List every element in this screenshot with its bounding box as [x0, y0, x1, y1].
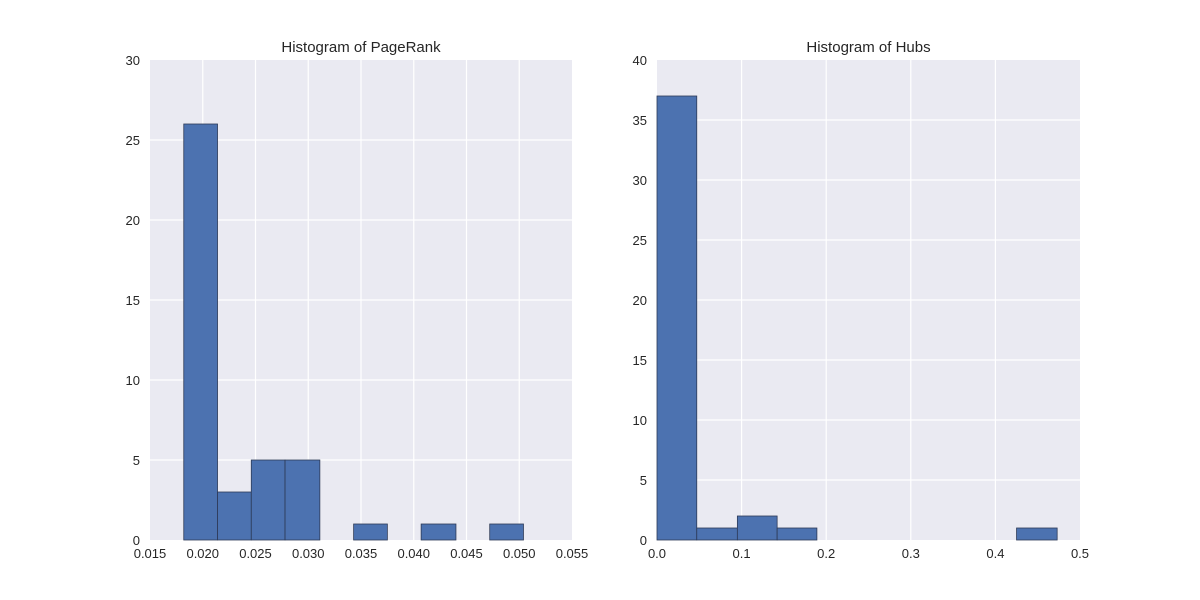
y-tick-label: 15 [126, 293, 140, 308]
y-tick-label: 20 [633, 293, 647, 308]
y-tick-label: 10 [126, 373, 140, 388]
chart-title: Histogram of Hubs [806, 39, 930, 56]
chart-title: Histogram of PageRank [281, 39, 441, 56]
hubs-histogram: 0.0 0.1 0.2 0.3 0.4 0.5 0 5 10 15 20 25 30 35 40 Histo… [633, 39, 1090, 561]
x-tick-label: 0.030 [292, 546, 325, 561]
histogram-bar [421, 524, 456, 540]
y-tick-label: 30 [633, 173, 647, 188]
y-tick-label: 20 [126, 213, 140, 228]
x-tick-label: 0.5 [1071, 546, 1089, 561]
histogram-bar [657, 96, 697, 540]
x-tick-label: 0.055 [556, 546, 589, 561]
histogram-bar [490, 524, 524, 540]
y-tick-label: 15 [633, 353, 647, 368]
x-tick-label: 0.2 [817, 546, 835, 561]
x-tick-label: 0.025 [239, 546, 272, 561]
y-tick-label: 5 [640, 473, 647, 488]
y-tick-label: 40 [633, 53, 647, 68]
x-tick-label: 0.015 [134, 546, 167, 561]
y-tick-label: 5 [133, 453, 140, 468]
pagerank-histogram: 0.015 0.020 0.025 0.030 0.035 0.040 0.045 0.050… [126, 39, 589, 561]
y-tick-label: 0 [640, 533, 647, 548]
histogram-bar [218, 492, 252, 540]
y-tick-label: 10 [633, 413, 647, 428]
x-tick-label: 0.040 [397, 546, 430, 561]
y-tick-label: 0 [133, 533, 140, 548]
histogram-bar [777, 528, 817, 540]
x-tick-label: 0.0 [648, 546, 666, 561]
histogram-bar [737, 516, 777, 540]
histogram-bar [354, 524, 388, 540]
y-tick-label: 35 [633, 113, 647, 128]
histogram-bar [1017, 528, 1058, 540]
x-tick-label: 0.3 [902, 546, 920, 561]
x-tick-label: 0.035 [345, 546, 378, 561]
histogram-bar [285, 460, 320, 540]
x-tick-label: 0.4 [986, 546, 1004, 561]
y-tick-label: 30 [126, 53, 140, 68]
histogram-bar [184, 124, 218, 540]
histogram-bar [251, 460, 285, 540]
histogram-bar [697, 528, 738, 540]
y-tick-label: 25 [633, 233, 647, 248]
x-tick-label: 0.1 [733, 546, 751, 561]
x-tick-label: 0.050 [503, 546, 536, 561]
y-tick-label: 25 [126, 133, 140, 148]
x-tick-label: 0.020 [186, 546, 219, 561]
x-tick-label: 0.045 [450, 546, 483, 561]
